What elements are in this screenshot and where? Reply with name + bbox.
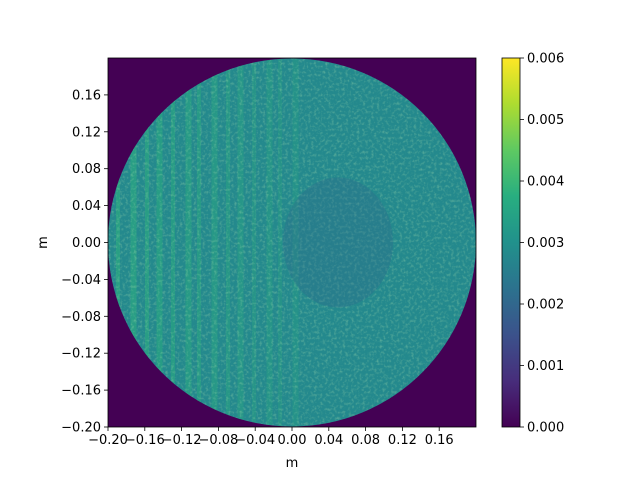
x-tick-label: 0.16	[425, 433, 454, 448]
y-tick-label: −0.08	[61, 310, 101, 325]
y-tick-label: −0.20	[61, 421, 101, 436]
x-tick-label: 0.04	[314, 433, 343, 448]
colorbar-tick-label: 0.004	[527, 175, 564, 190]
x-tick-label: −0.16	[125, 433, 165, 448]
x-tick-label: 0.08	[351, 433, 380, 448]
x-tick-label: −0.20	[88, 433, 128, 448]
colorbar-tick-label: 0.005	[527, 113, 564, 128]
y-tick-label: 0.08	[72, 162, 101, 177]
colorbar-tick-label: 0.002	[527, 298, 564, 313]
colorbar-tick-label: 0.000	[527, 421, 564, 436]
x-tick-label: −0.12	[162, 433, 202, 448]
colorbar-tick-label: 0.001	[527, 359, 564, 374]
speckle-layer	[108, 58, 476, 427]
plot-area	[107, 57, 477, 428]
colorbar-tick-label: 0.003	[527, 236, 564, 251]
x-tick-label: −0.04	[235, 433, 275, 448]
y-tick-label: 0.00	[72, 236, 101, 251]
y-tick-label: 0.12	[72, 125, 101, 140]
y-tick-label: 0.16	[72, 88, 101, 103]
x-tick-label: −0.08	[198, 433, 238, 448]
y-axis-label: m	[36, 236, 51, 249]
colorbar: 0.000 0.001 0.002 0.003 0.004 0.005 0.006	[501, 52, 564, 436]
x-tick-label: 0.00	[278, 433, 307, 448]
colorbar-tick-label: 0.006	[527, 52, 564, 67]
y-tick-label: 0.04	[72, 199, 101, 214]
low-intensity-region	[283, 177, 393, 308]
x-axis-label: m	[286, 456, 299, 471]
x-axis: −0.20−0.16−0.12−0.08−0.04 0.00 0.04 0.08 0.1…	[88, 427, 454, 448]
y-axis: −0.20 −0.16 −0.12 −0.08 −0.04 0.00 0.04 0.08 0.1…	[61, 88, 108, 436]
heatmap-aperture	[108, 58, 476, 427]
colorbar-gradient	[502, 58, 520, 427]
y-tick-label: −0.04	[61, 273, 101, 288]
x-tick-label: 0.12	[388, 433, 417, 448]
y-tick-label: −0.12	[61, 347, 101, 362]
y-tick-label: −0.16	[61, 384, 101, 399]
